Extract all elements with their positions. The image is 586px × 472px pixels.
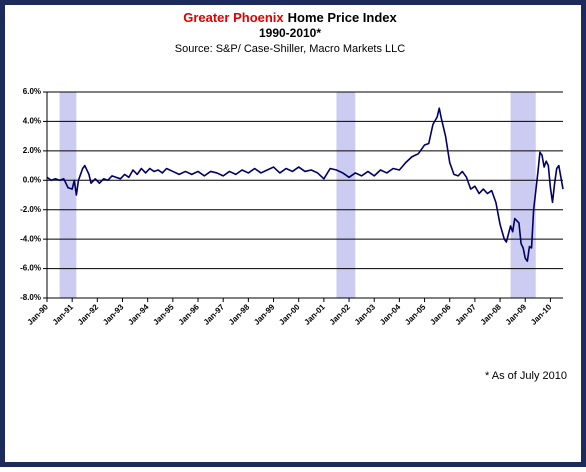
- y-tick-label: 2.0%: [23, 146, 41, 155]
- y-tick-label: -6.0%: [20, 264, 41, 273]
- y-tick-label: -2.0%: [20, 205, 41, 214]
- title-text: Home Price Index: [288, 10, 398, 25]
- footnote: * As of July 2010: [485, 370, 567, 382]
- index-line: [46, 107, 564, 263]
- y-tick-label: -8.0%: [20, 293, 41, 302]
- recession-band: [510, 92, 536, 298]
- chart-title: Greater Phoenix Home Price Index: [183, 10, 397, 25]
- source: Source: S&P/ Case-Shiller, Macro Markets…: [175, 43, 406, 55]
- title-highlight: Greater Phoenix: [183, 10, 284, 25]
- y-tick-label: 0.0%: [23, 175, 41, 184]
- y-tick-label: 4.0%: [23, 117, 41, 126]
- recession-band: [59, 92, 77, 298]
- recession-band: [336, 92, 356, 298]
- subtitle: 1990-2010*: [259, 26, 321, 40]
- y-tick-label: -4.0%: [20, 234, 41, 243]
- y-tick-label: 6.0%: [23, 87, 41, 96]
